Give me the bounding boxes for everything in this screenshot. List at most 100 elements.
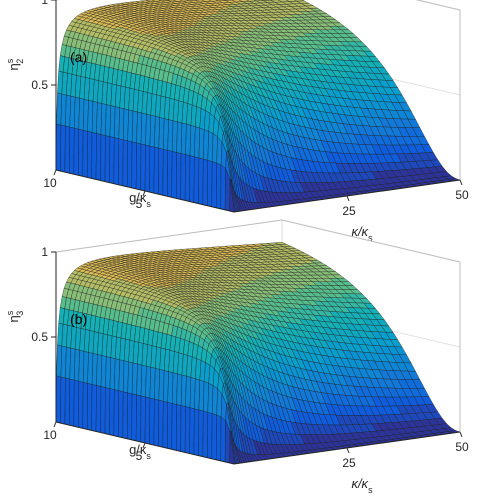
surface-patch xyxy=(131,393,137,442)
surface-patch xyxy=(176,404,182,452)
surface-patch xyxy=(184,406,191,454)
axes: 25 50 5 10 0.5 1 xyxy=(31,0,469,218)
surface-patch xyxy=(78,129,84,177)
y-tick-label: 10 xyxy=(43,176,57,190)
surface-patch xyxy=(95,133,102,181)
surface-patch xyxy=(149,145,155,194)
surface-patch xyxy=(118,138,124,187)
surface-patch xyxy=(82,130,88,178)
surface-patch xyxy=(104,387,111,435)
surface-patch xyxy=(216,162,222,210)
surface xyxy=(55,242,461,465)
surface-patch xyxy=(113,389,119,437)
surface-patch xyxy=(158,399,164,448)
surface-patch xyxy=(78,381,84,429)
surface-patch xyxy=(211,161,217,209)
surface xyxy=(55,0,461,213)
surface-patch xyxy=(127,140,133,189)
z-axis-label: ηs3 xyxy=(5,310,25,322)
surface-patch xyxy=(82,382,88,430)
surface-patch xyxy=(144,144,151,193)
surface-patch xyxy=(73,127,79,176)
surface-patch xyxy=(64,125,70,174)
surface-patch xyxy=(216,414,222,462)
surface-patch xyxy=(176,152,182,200)
surface-patch xyxy=(171,151,177,199)
surface-patch xyxy=(131,141,137,190)
surface-patch xyxy=(180,153,186,201)
surface-patch xyxy=(69,126,75,175)
surface-patch xyxy=(149,397,155,446)
x-axis-label: κ/κs xyxy=(351,224,373,243)
surface-patch xyxy=(100,134,106,182)
surface-patch xyxy=(184,154,191,202)
y-tick-label: 10 xyxy=(43,428,57,442)
surface-patch xyxy=(158,147,164,196)
surface-patch xyxy=(113,137,119,185)
surface-patch xyxy=(167,402,173,450)
surface-patch xyxy=(162,149,168,197)
panel-label: (a) xyxy=(70,49,87,65)
surface-patch xyxy=(144,396,151,445)
surface-patch xyxy=(198,409,204,457)
surface-patch xyxy=(109,388,115,436)
surface-patch xyxy=(64,377,70,426)
y-axis-label: g/κs xyxy=(129,190,151,209)
surface-patch xyxy=(207,160,213,208)
z-axis-label: ηs2 xyxy=(5,58,25,70)
surface-patch xyxy=(220,164,226,211)
z-tick-label: 0.5 xyxy=(31,330,48,344)
surface-patch xyxy=(189,155,195,203)
surface-plot-a: 25 50 5 10 0.5 1 κ/κs g/κs ηs2 (a) xyxy=(5,0,469,243)
surface-patch xyxy=(220,416,226,463)
surface-patch xyxy=(171,403,177,451)
x-tick-label: 25 xyxy=(342,204,356,218)
z-tick-label: 1 xyxy=(41,0,48,7)
surface-patch xyxy=(122,391,128,440)
surface-patch xyxy=(135,142,142,191)
surface-patch xyxy=(202,410,208,458)
surface-patch xyxy=(127,392,133,441)
surface-patch xyxy=(153,398,159,447)
x-tick-label: 50 xyxy=(455,440,469,454)
y-tick-label: 5 xyxy=(136,197,143,211)
x-axis-label: κ/κs xyxy=(351,476,373,495)
surface-patch xyxy=(202,158,208,206)
surface-patch xyxy=(180,405,186,453)
surface-patch xyxy=(87,131,93,179)
surface-patch xyxy=(91,384,97,432)
surface-patch xyxy=(100,386,106,434)
surface-patch xyxy=(193,156,200,204)
surface-patch xyxy=(162,401,168,449)
surface-patch xyxy=(207,412,213,460)
x-tick-label: 50 xyxy=(455,188,469,202)
surface-patch xyxy=(73,379,79,428)
surface-patch xyxy=(122,139,128,188)
x-tick-label: 25 xyxy=(342,456,356,470)
surface-patch xyxy=(109,136,115,184)
panel-label: (b) xyxy=(70,311,87,327)
surface-patch xyxy=(167,150,173,198)
z-tick-label: 1 xyxy=(41,245,48,259)
surface-patch xyxy=(69,378,75,427)
surface-patch xyxy=(198,157,204,205)
surface-patch xyxy=(211,413,217,461)
z-tick-label: 0.5 xyxy=(31,78,48,92)
surface-patch xyxy=(104,135,111,183)
surface-patch xyxy=(140,143,146,192)
surface-patch xyxy=(60,124,66,173)
surface-patch xyxy=(60,376,66,425)
surface-patch xyxy=(118,390,124,439)
surface-patch xyxy=(55,123,62,172)
surface-patch xyxy=(55,375,62,424)
surface-patch xyxy=(135,394,142,443)
surface-patch xyxy=(140,395,146,444)
surface-patch xyxy=(87,383,93,431)
surface-patch xyxy=(153,146,159,195)
surface-patch xyxy=(193,408,200,456)
surface-patch xyxy=(189,407,195,455)
surface-patch xyxy=(95,385,102,433)
surface-patch xyxy=(91,132,97,180)
